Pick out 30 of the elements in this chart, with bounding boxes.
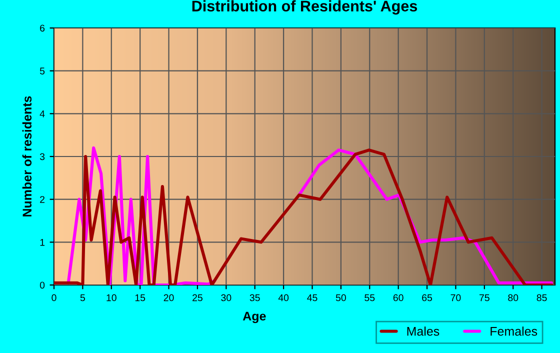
x-tick-label: 85 [536, 294, 547, 302]
y-tick-label: 1 [40, 239, 44, 246]
x-tick-label: 40 [278, 294, 289, 302]
x-tick-label: 75 [480, 294, 490, 302]
x-tick-label: 15 [135, 294, 146, 302]
legend-label: Males [407, 326, 440, 336]
x-tick-label: 65 [422, 294, 432, 302]
x-tick-label: 30 [221, 294, 232, 302]
x-tick-label: 5 [80, 294, 85, 302]
y-axis-title: Number of residents [22, 96, 32, 216]
x-tick-label: 80 [508, 294, 518, 302]
x-tick-label: 25 [192, 294, 202, 302]
y-tick-label: 3 [40, 153, 45, 160]
y-tick-label: 6 [40, 24, 45, 32]
x-tick-label: 0 [52, 294, 56, 302]
x-tick-label: 10 [106, 294, 116, 302]
x-tick-label: 35 [250, 294, 260, 302]
x-axis-title: Age [242, 312, 266, 324]
y-tick-label: 2 [40, 196, 44, 203]
y-tick-label: 4 [40, 110, 45, 118]
x-tick-label: 55 [364, 294, 375, 302]
x-tick-label: 20 [164, 294, 174, 302]
y-tick-label: 5 [40, 68, 45, 74]
x-tick-label: 45 [307, 294, 318, 302]
x-tick-label: 50 [336, 294, 346, 302]
x-tick-label: 60 [393, 294, 404, 302]
y-tick-label: 0 [40, 282, 45, 289]
chart-title: Distribution of Residents' Ages [192, 0, 418, 15]
x-tick-label: 70 [450, 294, 461, 302]
legend-label: Females [490, 326, 538, 336]
